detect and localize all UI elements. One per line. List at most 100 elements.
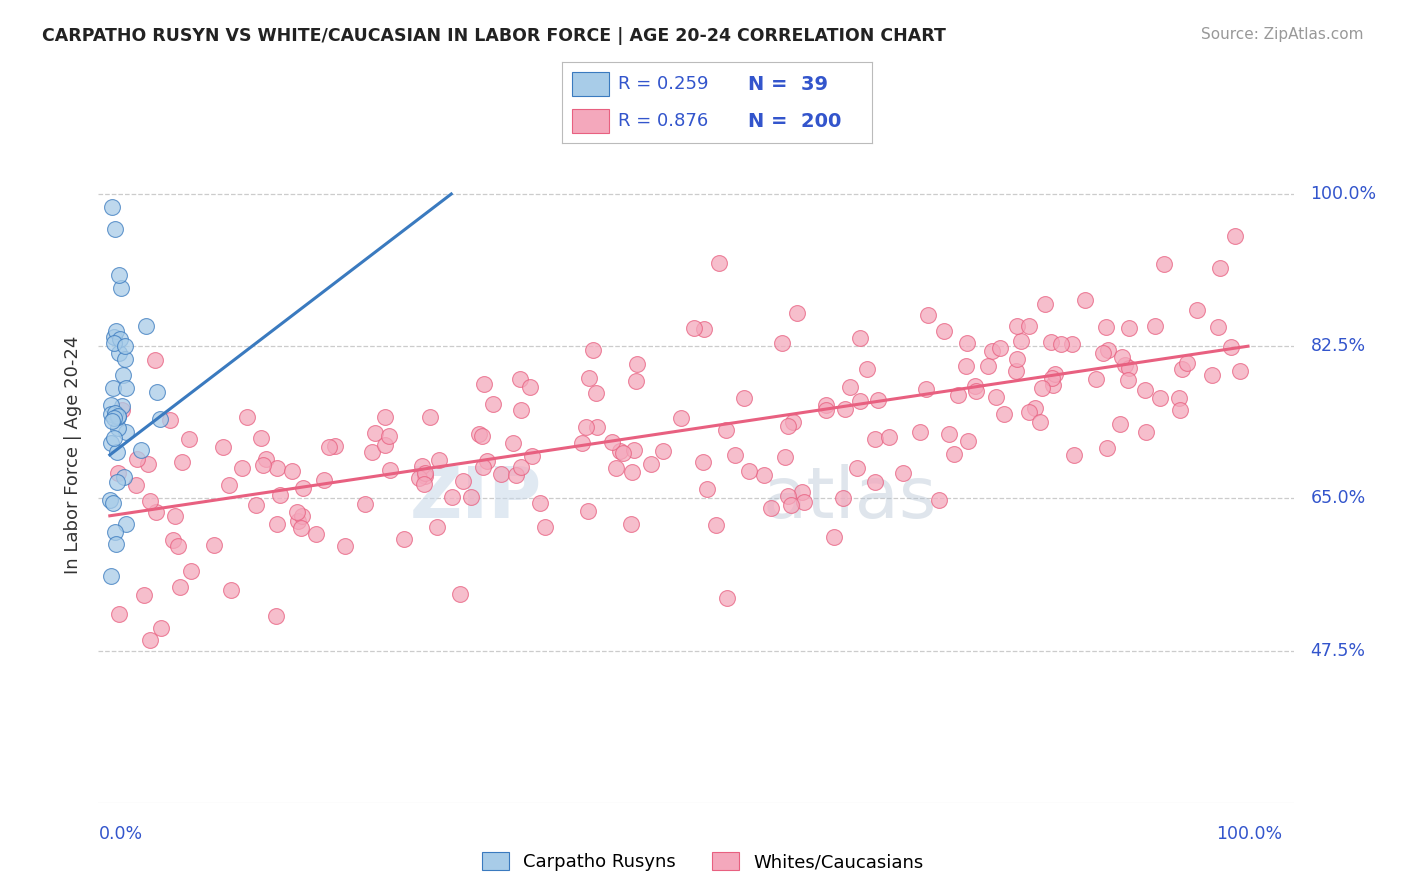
Point: [100, 435, 122, 450]
Point: [993, 408, 1015, 422]
Point: [1133, 383, 1156, 397]
Point: [1220, 340, 1243, 354]
Point: [169, 580, 191, 594]
Point: [928, 492, 950, 507]
Point: [623, 443, 645, 458]
Point: [114, 339, 136, 353]
Point: [105, 324, 128, 338]
Point: [984, 390, 1007, 404]
Point: [482, 397, 505, 411]
Text: 0.0%: 0.0%: [98, 824, 142, 843]
Point: [696, 482, 718, 496]
Point: [162, 533, 184, 547]
Point: [231, 461, 253, 475]
Point: [100, 407, 122, 421]
Point: [775, 450, 797, 464]
Point: [779, 498, 801, 512]
Point: [139, 493, 162, 508]
Point: [1149, 391, 1171, 405]
Text: CARPATHO RUSYN VS WHITE/CAUCASIAN IN LABOR FORCE | AGE 20-24 CORRELATION CHART: CARPATHO RUSYN VS WHITE/CAUCASIAN IN LAB…: [42, 27, 946, 45]
Point: [105, 445, 128, 459]
Point: [252, 458, 274, 472]
Point: [505, 467, 527, 482]
Point: [145, 505, 167, 519]
Point: [125, 452, 148, 467]
Point: [932, 324, 955, 338]
Point: [333, 539, 356, 553]
Point: [815, 398, 838, 412]
Point: [107, 409, 129, 424]
Point: [669, 410, 692, 425]
Point: [249, 431, 271, 445]
Point: [1060, 337, 1083, 351]
Point: [103, 381, 125, 395]
Point: [640, 458, 662, 472]
Point: [1024, 401, 1046, 415]
Point: [104, 537, 127, 551]
Point: [408, 471, 430, 485]
Point: [509, 371, 531, 385]
Point: [1018, 318, 1040, 333]
Point: [1018, 405, 1040, 419]
Point: [1135, 425, 1157, 439]
Point: [110, 281, 132, 295]
Point: [956, 336, 979, 351]
Point: [790, 485, 813, 500]
Point: [865, 432, 887, 446]
Point: [776, 489, 799, 503]
Point: [323, 439, 346, 453]
Point: [1201, 368, 1223, 383]
Point: [716, 591, 738, 605]
Point: [413, 476, 436, 491]
Point: [180, 565, 202, 579]
Point: [451, 474, 474, 488]
Point: [266, 517, 288, 532]
Point: [707, 256, 730, 270]
Point: [988, 341, 1011, 355]
Point: [114, 517, 136, 532]
Point: [1005, 364, 1028, 378]
Point: [786, 306, 808, 320]
Point: [1187, 303, 1209, 318]
Point: [103, 335, 125, 350]
Text: ZIP: ZIP: [411, 464, 543, 533]
Point: [415, 466, 437, 480]
Point: [312, 473, 335, 487]
Point: [1118, 321, 1140, 335]
Point: [460, 490, 482, 504]
Point: [135, 318, 157, 333]
Point: [111, 400, 134, 414]
Point: [98, 493, 121, 508]
Point: [1223, 229, 1246, 244]
Point: [290, 521, 312, 535]
Bar: [572, 109, 609, 133]
Point: [917, 308, 939, 322]
Point: [411, 458, 433, 473]
Point: [449, 586, 471, 600]
Point: [115, 425, 138, 440]
Point: [733, 392, 755, 406]
Text: 47.5%: 47.5%: [1310, 641, 1365, 659]
Point: [1206, 319, 1229, 334]
Point: [704, 518, 727, 533]
Point: [103, 410, 125, 425]
Point: [714, 423, 737, 437]
Point: [264, 609, 287, 624]
Point: [266, 461, 288, 475]
Point: [107, 466, 129, 480]
Point: [1084, 372, 1107, 386]
Point: [236, 409, 259, 424]
Point: [134, 588, 156, 602]
Point: [108, 268, 131, 283]
Point: [108, 607, 131, 622]
Point: [114, 351, 136, 366]
Point: [1118, 360, 1140, 375]
Point: [104, 222, 127, 236]
Text: 100.0%: 100.0%: [1310, 185, 1376, 203]
Point: [1097, 343, 1119, 357]
Point: [163, 508, 186, 523]
Point: [849, 393, 872, 408]
Point: [651, 444, 673, 458]
Point: [576, 504, 599, 518]
Point: [502, 436, 524, 450]
